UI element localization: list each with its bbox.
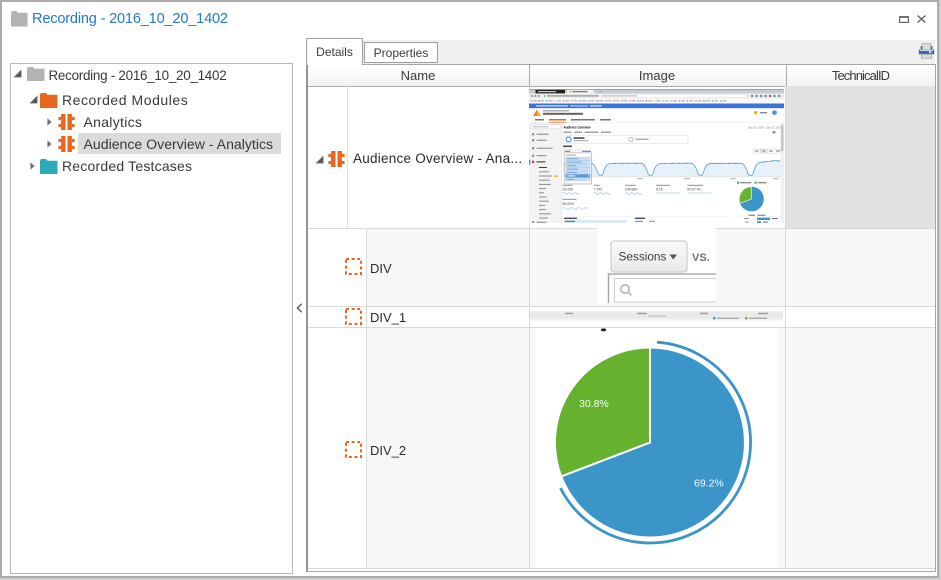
svg-text:5.15: 5.15 xyxy=(656,188,663,192)
svg-text:Sep 15, 2016 - Oct 15, 2016: Sep 15, 2016 - Oct 15, 2016 xyxy=(748,125,782,129)
svg-text:7,792: 7,792 xyxy=(594,188,603,192)
svg-text:Audience Overview: Audience Overview xyxy=(564,125,592,129)
svg-text:50.00%: 50.00% xyxy=(563,202,575,206)
svg-text:Sessions: Sessions xyxy=(619,250,667,264)
svg-text:00:07:40: 00:07:40 xyxy=(687,188,700,192)
svg-text:30.8%: 30.8% xyxy=(579,398,609,410)
svg-text:104,684: 104,684 xyxy=(625,188,637,192)
svg-text:25,098: 25,098 xyxy=(563,188,573,192)
svg-text:69.2%: 69.2% xyxy=(694,477,724,489)
svg-text:VS.: VS. xyxy=(692,252,710,264)
